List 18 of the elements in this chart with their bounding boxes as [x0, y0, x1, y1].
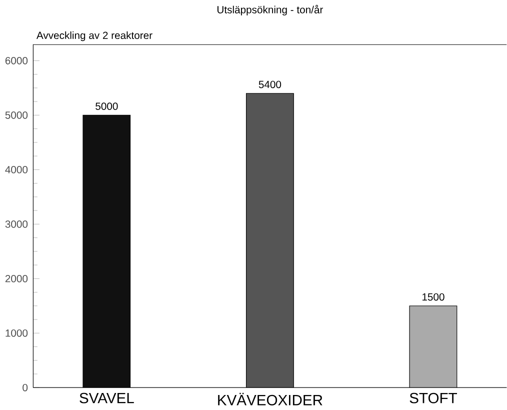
y-tick-label: 5000 [5, 111, 28, 119]
bar [246, 92, 294, 388]
chart-subtitle: Avveckling av 2 reaktorer [36, 31, 152, 41]
bar [82, 114, 131, 388]
data-label: 5400 [258, 80, 282, 88]
bar [409, 305, 458, 388]
y-tick-label: 4000 [5, 166, 28, 174]
x-tick-label: SVAVEL [80, 392, 134, 404]
x-tick-label: STOFT [410, 392, 458, 404]
x-tick-label: KVÄVEOXIDER [218, 392, 322, 406]
data-label: 5000 [96, 102, 118, 110]
y-tick-label: 1000 [6, 329, 28, 337]
y-tick-label: 3000 [5, 220, 28, 228]
y-tick-label: 0 [22, 384, 28, 392]
data-label: 1500 [422, 293, 444, 300]
y-tick-label: 6000 [5, 56, 28, 64]
chart-title: Utsläppsökning - ton/år [217, 4, 324, 16]
y-tick-label: 2000 [5, 274, 28, 282]
